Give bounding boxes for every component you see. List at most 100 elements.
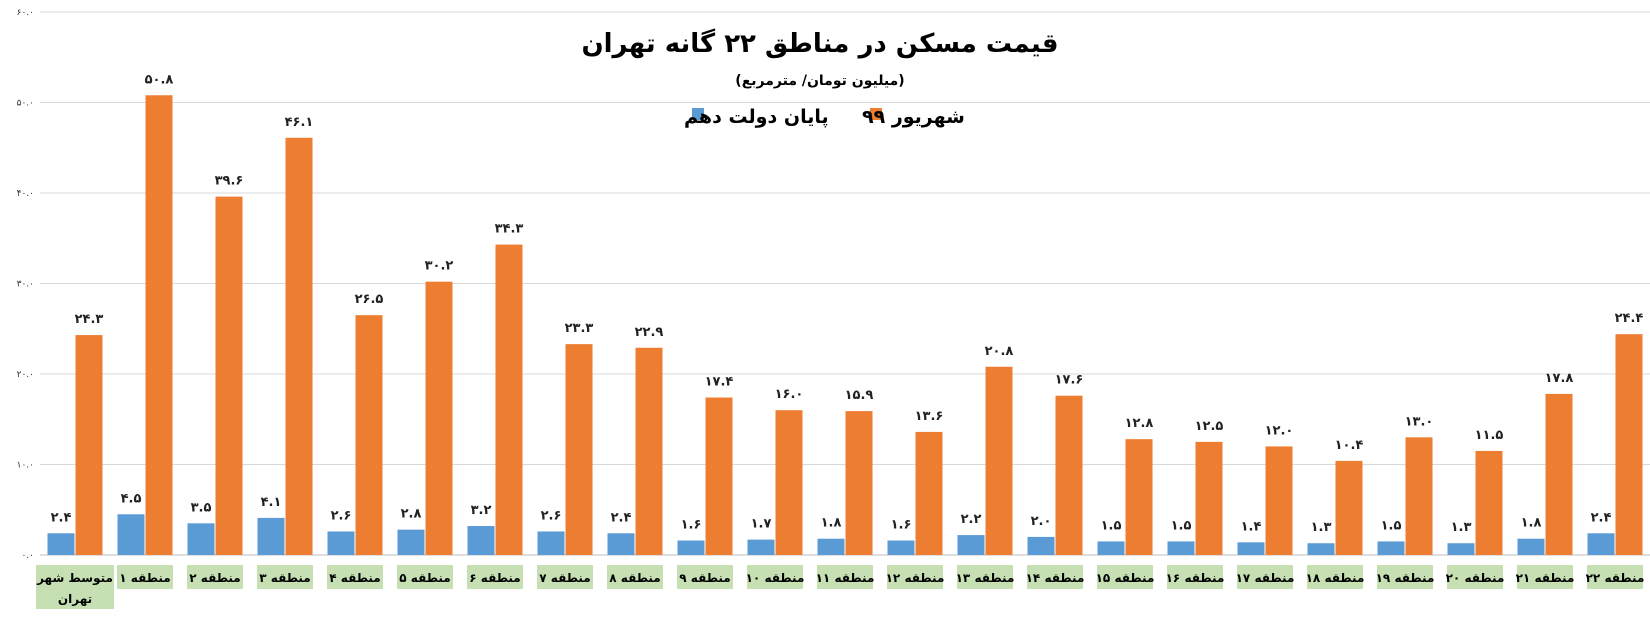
y-tick-label: ۲۰.۰ bbox=[17, 370, 34, 380]
category-label: منطقه ۷ bbox=[539, 571, 590, 585]
bar-shahrivar-99 bbox=[215, 196, 243, 555]
legend-label-shahrivar-99: شهریور ۹۹ bbox=[862, 106, 965, 128]
data-label-end-of-tenth-government: ۲.۰ bbox=[1031, 514, 1052, 529]
data-label-end-of-tenth-government: ۱.۵ bbox=[1171, 518, 1192, 533]
category-label-background bbox=[187, 565, 243, 589]
legend-swatch-shahrivar-99 bbox=[870, 108, 882, 120]
bar-end-of-tenth-government bbox=[607, 533, 635, 555]
bar-end-of-tenth-government bbox=[677, 540, 705, 555]
data-label-shahrivar-99: ۲۰.۸ bbox=[985, 344, 1014, 359]
bar-end-of-tenth-government bbox=[747, 539, 775, 555]
data-label-end-of-tenth-government: ۱.۳ bbox=[1311, 520, 1332, 535]
data-label-end-of-tenth-government: ۲.۲ bbox=[961, 512, 982, 527]
category-label: تهران bbox=[58, 592, 92, 606]
category-label-background bbox=[537, 565, 593, 589]
bar-end-of-tenth-government bbox=[397, 529, 425, 555]
category-label: منطقه ۳ bbox=[259, 571, 310, 585]
data-label-shahrivar-99: ۳۹.۶ bbox=[215, 174, 244, 189]
data-label-shahrivar-99: ۱۷.۸ bbox=[1545, 371, 1574, 386]
bar-shahrivar-99 bbox=[1055, 395, 1083, 555]
data-label-end-of-tenth-government: ۱.۷ bbox=[751, 517, 772, 532]
bar-shahrivar-99 bbox=[285, 137, 313, 556]
bar-shahrivar-99 bbox=[915, 431, 943, 555]
bar-shahrivar-99 bbox=[1335, 460, 1363, 555]
category-label-background bbox=[607, 565, 663, 589]
bar-end-of-tenth-government bbox=[117, 514, 145, 555]
category-label-background bbox=[1447, 565, 1503, 589]
data-label-end-of-tenth-government: ۲.۸ bbox=[401, 507, 422, 522]
bar-end-of-tenth-government bbox=[1027, 536, 1055, 555]
category-label: منطقه ۱۶ bbox=[1166, 571, 1225, 585]
bar-end-of-tenth-government bbox=[187, 523, 215, 555]
data-label-end-of-tenth-government: ۱.۶ bbox=[681, 518, 702, 533]
bar-shahrivar-99 bbox=[635, 347, 663, 555]
bar-end-of-tenth-government bbox=[957, 535, 985, 555]
bar-end-of-tenth-government bbox=[1307, 543, 1335, 555]
bar-end-of-tenth-government bbox=[1167, 541, 1195, 555]
y-tick-label: ۴۰.۰ bbox=[17, 189, 34, 199]
bar-end-of-tenth-government bbox=[327, 531, 355, 555]
category-label-background bbox=[817, 565, 873, 589]
data-label-shahrivar-99: ۱۷.۴ bbox=[705, 375, 734, 390]
data-label-end-of-tenth-government: ۳.۵ bbox=[191, 500, 212, 515]
data-label-end-of-tenth-government: ۱.۸ bbox=[821, 516, 842, 531]
data-label-shahrivar-99: ۱۲.۸ bbox=[1125, 416, 1154, 431]
data-label-shahrivar-99: ۴۶.۱ bbox=[285, 115, 314, 130]
data-label-shahrivar-99: ۲۴.۳ bbox=[75, 312, 104, 327]
bar-shahrivar-99 bbox=[75, 335, 103, 555]
legend-label-end-of-tenth-government: پایان دولت دهم bbox=[684, 106, 829, 128]
category-label: منطقه ۲ bbox=[189, 571, 240, 585]
bar-shahrivar-99 bbox=[1545, 393, 1573, 555]
category-label-background bbox=[957, 565, 1013, 589]
category-label-background bbox=[467, 565, 523, 589]
bar-shahrivar-99 bbox=[775, 410, 803, 555]
data-label-end-of-tenth-government: ۱.۸ bbox=[1521, 516, 1542, 531]
category-label-background bbox=[1307, 565, 1363, 589]
x-axis-labels: متوسط شهر تهران منطقه ۱ منطقه ۲ منطقه ۳ منطقه… bbox=[36, 565, 1644, 609]
data-label-end-of-tenth-government: ۱.۵ bbox=[1101, 518, 1122, 533]
category-label: منطقه ۹ bbox=[679, 571, 730, 585]
category-label-background bbox=[1587, 565, 1643, 589]
bar-end-of-tenth-government bbox=[1587, 533, 1615, 555]
category-label: متوسط شهر bbox=[36, 571, 113, 586]
category-label: منطقه ۵ bbox=[399, 571, 450, 585]
data-label-shahrivar-99: ۱۷.۶ bbox=[1055, 373, 1084, 388]
data-label-end-of-tenth-government: ۴.۱ bbox=[261, 495, 282, 510]
y-tick-label: ۱۰.۰ bbox=[17, 461, 34, 471]
category-label-background bbox=[117, 565, 173, 589]
category-label-background bbox=[36, 565, 114, 609]
bar-shahrivar-99 bbox=[1265, 446, 1293, 555]
bar-shahrivar-99 bbox=[495, 244, 523, 555]
legend: شهریور ۹۹ پایان دولت دهم bbox=[684, 106, 965, 128]
category-label: منطقه ۱۳ bbox=[956, 571, 1015, 585]
bar-end-of-tenth-government bbox=[887, 540, 915, 555]
category-label-background bbox=[1237, 565, 1293, 589]
bar-shahrivar-99 bbox=[845, 411, 873, 555]
data-label-end-of-tenth-government: ۱.۶ bbox=[891, 518, 912, 533]
data-label-end-of-tenth-government: ۳.۲ bbox=[471, 503, 492, 518]
data-label-shahrivar-99: ۲۴.۴ bbox=[1615, 311, 1644, 326]
category-label-background bbox=[747, 565, 803, 589]
category-label: منطقه ۲۲ bbox=[1586, 571, 1645, 585]
category-label-background bbox=[397, 565, 453, 589]
bar-shahrivar-99 bbox=[425, 281, 453, 555]
category-label-background bbox=[327, 565, 383, 589]
data-label-shahrivar-99: ۳۰.۲ bbox=[425, 259, 454, 274]
bar-end-of-tenth-government bbox=[817, 538, 845, 555]
category-label: منطقه ۱۵ bbox=[1096, 571, 1155, 585]
data-label-end-of-tenth-government: ۱.۴ bbox=[1241, 519, 1262, 534]
bar-shahrivar-99 bbox=[1405, 437, 1433, 555]
y-tick-label: ۵۰.۰ bbox=[17, 99, 34, 109]
category-label: منطقه ۸ bbox=[609, 571, 660, 585]
chart-title: قیمت مسکن در مناطق ۲۲ گانه تهران bbox=[581, 28, 1058, 59]
data-label-shahrivar-99: ۱۲.۵ bbox=[1195, 419, 1224, 434]
y-tick-label: ۶۰.۰ bbox=[17, 8, 34, 18]
data-label-end-of-tenth-government: ۱.۳ bbox=[1451, 520, 1472, 535]
bar-shahrivar-99 bbox=[985, 366, 1013, 555]
data-label-shahrivar-99: ۱۱.۵ bbox=[1475, 428, 1504, 443]
category-label-background bbox=[677, 565, 733, 589]
data-label-shahrivar-99: ۲۶.۵ bbox=[355, 292, 384, 307]
bar-end-of-tenth-government bbox=[47, 533, 75, 555]
bar-end-of-tenth-government bbox=[1517, 538, 1545, 555]
